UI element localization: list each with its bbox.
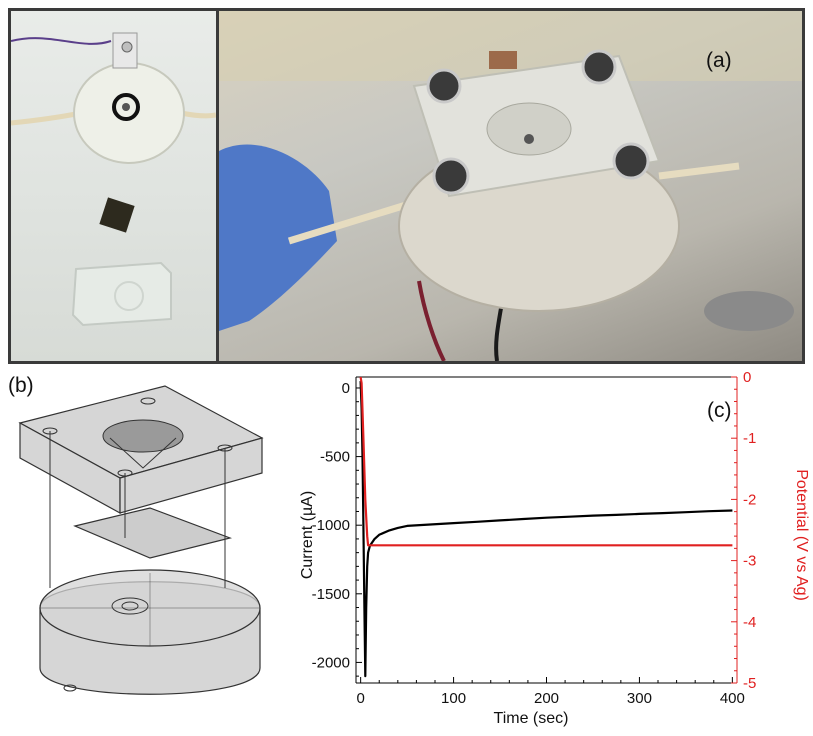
electrode-tab — [489, 51, 517, 69]
panel-label-b: (b) — [8, 374, 34, 397]
panel-label-a: (a) — [706, 49, 732, 72]
x-tick-label: 400 — [720, 690, 745, 707]
cell-lid — [71, 261, 172, 327]
x-tick-label: 200 — [534, 690, 559, 707]
tube-left — [287, 197, 421, 245]
tube-right — [180, 110, 216, 119]
assembled-cell-illustration — [219, 11, 802, 361]
panel-label-c: (c) — [707, 399, 732, 422]
lid-hole — [140, 397, 156, 405]
background-shelf — [219, 11, 802, 81]
assembled-cell-photo: (a) — [219, 11, 802, 361]
wire — [11, 37, 112, 45]
red-cable — [417, 280, 446, 361]
screws-pile — [704, 291, 794, 331]
y2-tick-label: -2 — [743, 491, 756, 508]
y-tick-label: -2000 — [312, 654, 350, 671]
x-tick-label: 0 — [356, 690, 364, 707]
cell-body — [73, 62, 185, 164]
y2-tick-label: -3 — [743, 553, 756, 570]
center-hole — [122, 103, 130, 111]
sample-chip — [99, 197, 135, 233]
y2-tick-label: -1 — [743, 430, 756, 447]
photo-panel: (a) — [8, 8, 805, 364]
screw-bottom-right — [612, 142, 650, 180]
disassembled-cell-photo — [11, 11, 216, 361]
y2-tick-label: 0 — [743, 369, 751, 386]
screw-top-right — [581, 49, 617, 85]
y-tick-label: -1500 — [312, 586, 350, 603]
y-tick-label: -500 — [320, 449, 350, 466]
screw-bottom-left — [432, 157, 470, 195]
y2-tick-label: -4 — [743, 614, 756, 631]
y-axis-label: Current (µA) — [299, 491, 316, 579]
lid-side-face — [119, 437, 263, 514]
exploded-drawing-panel: (b) — [0, 368, 290, 731]
disassembled-cell-illustration — [11, 32, 216, 327]
current-potential-chart: 0 100 200 300 400 0 -500 -1000 -1500 -2000 0 -1 -2 -3… — [299, 369, 810, 727]
gloved-hand — [219, 144, 337, 331]
exploded-cell-drawing — [18, 385, 264, 695]
screw-top-left — [426, 68, 462, 104]
o-ring — [112, 93, 140, 121]
working-electrode — [524, 134, 534, 144]
tube-right — [658, 162, 740, 180]
tube-left — [11, 110, 82, 126]
base-top-face — [39, 569, 261, 647]
electrode-seat — [111, 597, 149, 615]
screw-top — [121, 41, 133, 53]
inlet-port — [63, 684, 77, 692]
current-series-line — [359, 381, 733, 678]
y-tick-label: 0 — [342, 380, 350, 397]
x-axis-label: Time (sec) — [494, 710, 569, 727]
y2-axis-label: Potential (V vs Ag) — [793, 469, 810, 601]
electrolyte-cup — [486, 102, 572, 156]
y2-tick-label: -5 — [743, 675, 756, 692]
x-tick-label: 100 — [441, 690, 466, 707]
electrode-seat-inner — [121, 601, 139, 611]
y-tick-label: -1000 — [312, 517, 350, 534]
lid-cup — [114, 281, 144, 311]
lid-cup — [102, 419, 184, 453]
potential-series-line — [359, 376, 733, 547]
lid-cone — [109, 437, 177, 469]
chart-panel: 0 100 200 300 400 0 -500 -1000 -1500 -2000 0 -1 -2 -3… — [290, 365, 813, 731]
gasket — [73, 507, 233, 559]
x-tick-label: 300 — [627, 690, 652, 707]
